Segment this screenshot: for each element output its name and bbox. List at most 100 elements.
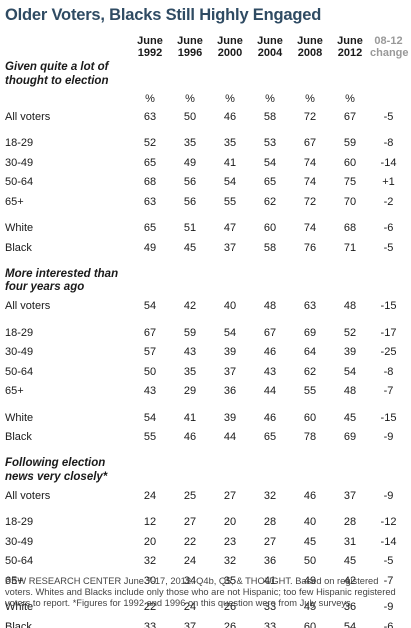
column-header-line: June [257, 35, 283, 47]
cell-value: 62 [303, 365, 317, 378]
cell-change: -15 [380, 300, 397, 313]
source-note: PEW RESEARCH CENTER June 7-17, 2012. Q4b… [5, 576, 396, 608]
cell-change: -15 [380, 411, 397, 424]
section-heading: More interested than four years ago [5, 267, 119, 294]
section-heading-row: Given quite a lot of thought to election… [5, 35, 409, 90]
cell-value: 53 [263, 137, 277, 150]
table-row: White 54 41 39 46 60 45 -15 [5, 408, 407, 428]
row-label: White [5, 411, 34, 424]
cell-value: 24 [143, 489, 157, 502]
cell-change: -12 [380, 516, 397, 529]
cell-value: 74 [303, 222, 317, 235]
cell-value: 60 [343, 156, 357, 169]
spacer [5, 316, 407, 323]
cell-value: 63 [143, 195, 157, 208]
cell-value: 60 [263, 222, 277, 235]
cell-change: -14 [380, 156, 397, 169]
cell-value: 37 [183, 620, 197, 628]
cell-change: -9 [383, 601, 394, 614]
row-label: 18-29 [5, 516, 34, 529]
spacer [5, 127, 407, 134]
cell-value: 36 [223, 385, 237, 398]
spacer [5, 212, 407, 219]
cell-change: -5 [383, 555, 394, 568]
spacer [5, 401, 407, 408]
cell-value: 67 [343, 110, 357, 123]
cell-value: 39 [223, 346, 237, 359]
table-row: 65+ 63 56 55 62 72 70 -2 [5, 192, 407, 212]
cell-value: 48 [263, 300, 277, 313]
section-heading: Following election news very closely* [5, 457, 108, 483]
column-header-line: 2012 [337, 47, 363, 59]
percent-sign: % [185, 92, 195, 105]
table-row: White 22 24 26 33 45 36 -9 [5, 598, 407, 618]
percent-sign: % [305, 92, 315, 105]
cell-change: -17 [380, 326, 397, 339]
column-header-line: 2000 [217, 47, 243, 59]
row-label: 65+ [5, 195, 24, 208]
cell-value: 54 [263, 156, 277, 169]
cell-value: 76 [303, 241, 317, 254]
cell-value: 35 [183, 365, 197, 378]
cell-value: 62 [263, 195, 277, 208]
cell-change: -6 [383, 222, 394, 235]
column-header: June 2000 [210, 35, 250, 90]
cell-value: 46 [263, 346, 277, 359]
cell-change: -7 [383, 385, 394, 398]
percent-sign: % [345, 92, 355, 105]
table-row: 18-29 67 59 54 67 69 52 -17 [5, 323, 407, 343]
cell-change: -14 [380, 535, 397, 548]
spacer [370, 90, 407, 107]
cell-value: 26 [223, 620, 237, 628]
cell-value: 44 [223, 431, 237, 444]
cell-change: -8 [383, 137, 394, 150]
cell-value: 67 [303, 137, 317, 150]
column-header-line: change [370, 47, 409, 59]
cell-value: 49 [303, 574, 317, 587]
cell-value: 48 [343, 385, 357, 398]
table-row: All voters 54 42 40 48 63 48 -15 [5, 297, 407, 317]
cell-value: 40 [223, 300, 237, 313]
cell-value: 42 [343, 574, 357, 587]
cell-value: 59 [183, 326, 197, 339]
cell-value: 47 [223, 222, 237, 235]
cell-value: 45 [303, 601, 317, 614]
percent-sign: % [145, 92, 155, 105]
percent-sign: % [265, 92, 275, 105]
cell-value: 43 [263, 365, 277, 378]
column-header-line: 2004 [257, 47, 283, 59]
cell-value: 20 [223, 516, 237, 529]
cell-value: 24 [183, 555, 197, 568]
column-header-line: June [297, 35, 323, 47]
cell-value: 54 [143, 411, 157, 424]
cell-value: 33 [263, 620, 277, 628]
row-label: All voters [5, 110, 51, 123]
cell-value: 74 [303, 156, 317, 169]
cell-value: 58 [263, 241, 277, 254]
cell-value: 28 [263, 516, 277, 529]
cell-value: 78 [303, 431, 317, 444]
spacer [5, 90, 130, 107]
cell-value: 58 [263, 110, 277, 123]
table-row: 30-49 57 43 39 46 64 39 -25 [5, 343, 407, 363]
table-row: 18-29 52 35 35 53 67 59 -8 [5, 134, 407, 154]
cell-value: 60 [303, 411, 317, 424]
row-gap [5, 212, 407, 219]
table-row: 65+ 43 29 36 44 55 48 -7 [5, 382, 407, 402]
cell-change: -2 [383, 195, 394, 208]
cell-change: -5 [383, 241, 394, 254]
cell-change: -5 [383, 110, 394, 123]
cell-value: 35 [223, 137, 237, 150]
cell-value: 48 [343, 300, 357, 313]
cell-value: 54 [343, 620, 357, 628]
cell-value: 46 [183, 431, 197, 444]
cell-value: 42 [183, 300, 197, 313]
table-row: 30-49 20 22 23 27 45 31 -14 [5, 532, 407, 552]
cell-value: 64 [303, 346, 317, 359]
row-label: 65+ [5, 574, 24, 587]
row-label: 30-49 [5, 156, 34, 169]
cell-value: 33 [263, 601, 277, 614]
cell-value: 51 [183, 222, 197, 235]
cell-value: 27 [263, 535, 277, 548]
cell-value: 32 [143, 555, 157, 568]
